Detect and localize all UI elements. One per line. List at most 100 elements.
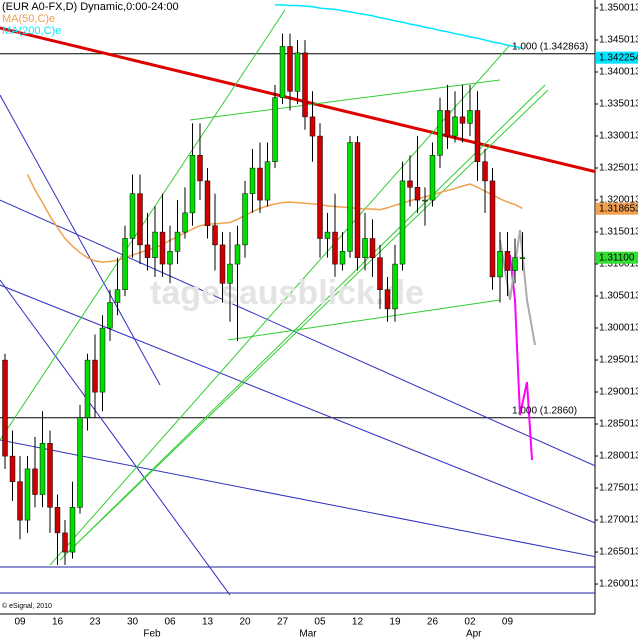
trendline xyxy=(0,279,231,596)
y-tick-label: 1.300013 xyxy=(599,323,638,334)
y-tick-label: 1.270013 xyxy=(599,515,638,526)
candle-body xyxy=(512,257,518,271)
month-label: Apr xyxy=(466,629,482,640)
candle-body xyxy=(227,263,233,284)
candle-body xyxy=(384,289,391,310)
candle-body xyxy=(309,116,316,137)
candle-body xyxy=(69,507,76,553)
x-tick-label: 06 xyxy=(164,617,176,628)
price-box-label: 1.318653 xyxy=(599,203,638,214)
candle-body xyxy=(249,167,256,194)
indicator-label: MA(200,C)e xyxy=(2,25,61,37)
trendline xyxy=(0,94,161,386)
trendline xyxy=(189,79,501,121)
candle-body xyxy=(377,257,383,290)
candle-body xyxy=(144,244,151,258)
y-tick-label: 1.350013 xyxy=(599,3,638,14)
price-box xyxy=(596,251,638,264)
candle-body xyxy=(107,302,113,329)
candle-body xyxy=(32,468,38,495)
y-tick-label: 1.260013 xyxy=(599,579,638,590)
candle-body xyxy=(347,142,353,252)
x-tick-label: 05 xyxy=(314,617,326,628)
y-tick-label: 1.345013 xyxy=(599,35,638,46)
candle-body xyxy=(167,251,173,265)
y-tick-label: 1.330013 xyxy=(599,131,638,142)
candle-body xyxy=(369,238,376,258)
candle-body xyxy=(39,443,46,495)
x-tick-label: 19 xyxy=(389,617,401,628)
candle-body xyxy=(272,97,278,162)
candle-body xyxy=(212,225,218,246)
plot-area xyxy=(0,4,595,596)
x-tick-label: 09 xyxy=(14,617,26,628)
candle-body xyxy=(122,238,128,290)
candle-body xyxy=(407,180,413,188)
trendline xyxy=(49,44,511,566)
candle-body xyxy=(62,532,68,553)
y-tick-label: 1.310013 xyxy=(599,259,638,270)
price-box xyxy=(596,202,638,215)
moving-average xyxy=(275,4,523,50)
candle-body xyxy=(437,110,443,156)
candle-body xyxy=(159,231,166,265)
candle-body xyxy=(362,238,368,258)
candle-body xyxy=(2,359,8,457)
trendline xyxy=(0,284,595,524)
trendline xyxy=(227,299,501,341)
candle-body xyxy=(137,193,143,246)
copyright: © eSignal, 2010 xyxy=(2,602,52,610)
x-tick-label: 30 xyxy=(127,617,139,628)
candle-body xyxy=(129,193,136,239)
candle-body xyxy=(47,443,53,508)
x-tick-label: 26 xyxy=(427,617,439,628)
level-label: 1.000 (1.2860) xyxy=(512,405,577,416)
candle-body xyxy=(114,289,121,303)
candle-body xyxy=(422,199,428,202)
candle-body xyxy=(444,110,451,137)
candle-body xyxy=(354,142,361,258)
candle-body xyxy=(294,52,301,92)
y-tick-label: 1.325013 xyxy=(599,163,638,174)
x-tick-label: 13 xyxy=(202,617,214,628)
candle-body xyxy=(234,244,241,265)
y-tick-label: 1.335013 xyxy=(599,99,638,110)
candle-body xyxy=(287,46,293,92)
trendline xyxy=(0,439,595,558)
price-box-label: 1.31100 xyxy=(599,252,635,263)
y-tick-label: 1.340013 xyxy=(599,67,638,78)
y-tick-label: 1.275013 xyxy=(599,483,638,494)
candle-body xyxy=(174,231,181,252)
x-tick-label: 12 xyxy=(352,617,364,628)
trendline xyxy=(508,254,534,461)
candle-body xyxy=(474,110,481,162)
candle-body xyxy=(197,155,203,182)
candle-body xyxy=(24,468,31,521)
y-tick-label: 1.315013 xyxy=(599,227,638,238)
y-tick-label: 1.320013 xyxy=(599,195,638,206)
candle-body xyxy=(459,116,466,124)
candle-body xyxy=(242,193,248,246)
plot-overlay xyxy=(2,33,526,565)
candle-body xyxy=(84,359,91,418)
candle-body xyxy=(467,110,473,124)
candle-body xyxy=(152,231,158,258)
moving-average xyxy=(26,174,523,263)
trendline xyxy=(0,26,595,174)
y-tick-label: 1.285013 xyxy=(599,419,638,430)
x-tick-label: 02 xyxy=(464,617,476,628)
trendline xyxy=(0,199,595,467)
candle-body xyxy=(504,251,511,271)
y-tick-label: 1.305013 xyxy=(599,291,638,302)
candle-body xyxy=(9,455,16,482)
indicator-label: MA(50,C)e xyxy=(2,13,55,25)
month-label: Feb xyxy=(143,629,161,640)
level-label: 1.000 (1.342863) xyxy=(512,41,588,52)
candle-body xyxy=(257,167,263,201)
x-tick-label: 09 xyxy=(502,617,514,628)
candle-body xyxy=(264,161,271,201)
y-tick-label: 1.295013 xyxy=(599,355,638,366)
candle-body xyxy=(54,507,61,534)
